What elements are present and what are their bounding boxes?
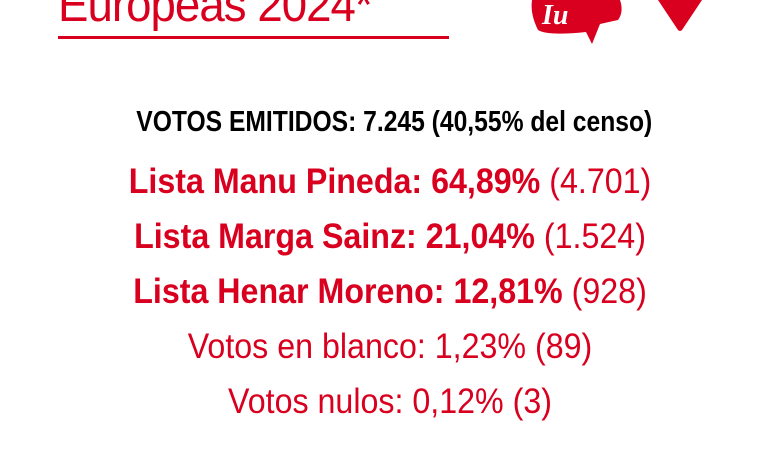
result-label: Lista Marga Sainz: 21,04% (134, 217, 535, 256)
null-votes: Votos nulos: 0,12% (3) (228, 382, 552, 421)
page-title: Europeas 2024* (58, 0, 373, 32)
svg-text:Iu: Iu (541, 0, 568, 31)
result-row: Lista Manu Pineda: 64,89% (4.701) (31, 162, 749, 202)
result-count: (4.701) (540, 162, 652, 201)
iu-logo: Iu (531, 0, 622, 44)
result-label: Lista Manu Pineda: 64,89% (128, 162, 541, 201)
result-label: Lista Henar Moreno: 12,81% (133, 272, 563, 311)
turnout-text: VOTOS EMITIDOS: 7.245 (40,55% del censo) (136, 106, 653, 138)
blank-votes: Votos en blanco: 1,23% (89) (187, 327, 593, 366)
title-underline (58, 36, 449, 39)
result-count: (928) (562, 272, 647, 311)
result-count: (1.524) (534, 217, 646, 256)
result-row: Lista Marga Sainz: 21,04% (1.524) (31, 217, 749, 257)
result-row: Lista Henar Moreno: 12,81% (928) (31, 272, 749, 312)
triangle-logo-icon (658, 0, 702, 31)
